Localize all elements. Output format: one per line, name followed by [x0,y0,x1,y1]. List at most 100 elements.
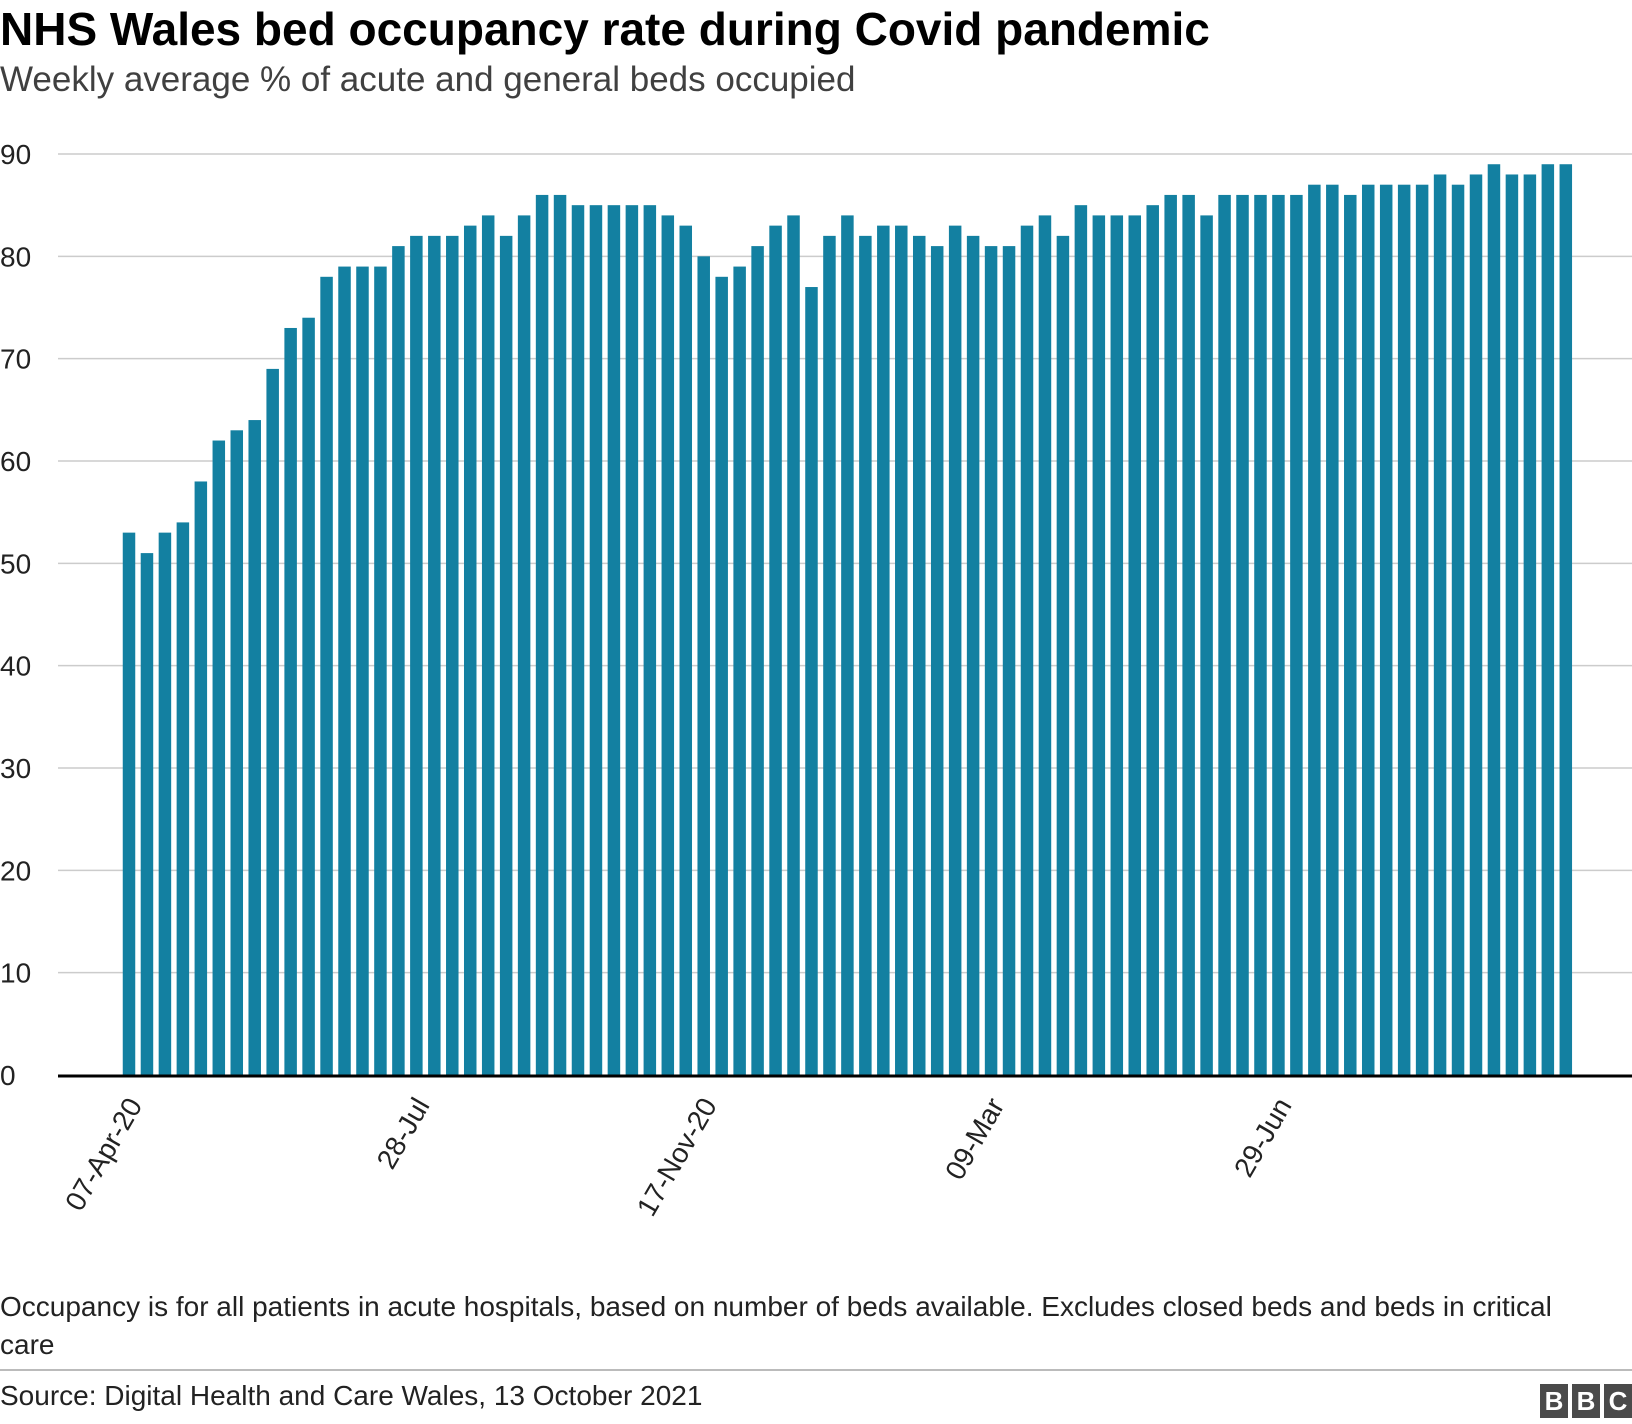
bar [607,205,621,1076]
bar [1541,164,1555,1076]
bar [463,225,477,1075]
bar [948,225,962,1075]
bar [733,266,746,1075]
bar [984,246,998,1076]
bar [751,246,764,1076]
bar [212,440,226,1075]
bar [374,266,387,1075]
bars [122,164,1573,1076]
bar [1146,205,1159,1076]
bar [1451,184,1465,1075]
bar [140,553,154,1075]
y-tick-label: 40 [0,651,31,682]
y-tick-label: 60 [0,446,31,477]
bar [1128,215,1142,1075]
bar [859,235,872,1075]
bar [912,235,926,1075]
y-tick-label: 0 [0,1060,16,1091]
bar [248,420,261,1075]
bar [302,317,315,1076]
bbc-logo-letter: B [1572,1384,1600,1418]
footer-divider [0,1369,1632,1371]
bar [1344,194,1357,1075]
bar [930,246,944,1076]
bar [1200,215,1213,1075]
bar [841,215,854,1075]
bar [535,194,549,1075]
x-axis-tick-labels: 07-Apr-20 28-Jul 17-Nov-20 09-Mar 29-Jun [59,1093,1298,1222]
bar [1397,184,1411,1075]
bar [1038,215,1052,1075]
bar [1002,246,1016,1076]
bar [1056,235,1070,1075]
bar [1218,194,1231,1075]
bar [643,205,657,1076]
bar [877,225,890,1075]
bar [1487,164,1501,1076]
bar [517,215,531,1075]
bar [553,194,567,1075]
bar [589,205,603,1076]
bar [715,276,728,1075]
bar [1326,184,1339,1075]
bar [284,327,297,1076]
bar [230,430,244,1075]
bar [446,235,459,1075]
bar [158,532,172,1075]
bar [1290,194,1303,1075]
chart-note: Occupancy is for all patients in acute h… [0,1291,1552,1360]
bar [895,225,908,1075]
bbc-logo: B B C [1540,1384,1632,1418]
bar [194,481,208,1076]
bar [823,235,836,1075]
bar [1182,194,1195,1075]
bar [1415,184,1429,1075]
bar [481,215,495,1075]
x-tick-label: 28-Jul [371,1093,436,1175]
y-tick-label: 80 [0,241,31,272]
bar [1236,194,1249,1075]
bar [697,256,710,1076]
bar [1164,194,1177,1075]
bar [428,235,441,1075]
bbc-logo-letter: B [1540,1384,1568,1418]
chart-title: NHS Wales bed occupancy rate during Covi… [0,3,1210,55]
bar [661,215,675,1075]
y-tick-label: 70 [0,344,31,375]
bar [625,205,639,1076]
bar [787,215,800,1075]
bbc-logo-letter: C [1604,1384,1632,1418]
bar [1433,174,1447,1076]
y-tick-label: 90 [0,139,31,170]
source-text: Source: Digital Health and Care Wales, 1… [0,1380,703,1411]
bar [805,287,818,1075]
bar [410,235,423,1075]
bar [571,205,585,1076]
bar [266,368,279,1075]
bar [356,266,369,1075]
bar [1092,215,1106,1075]
bar [966,235,980,1075]
y-tick-label: 20 [0,855,31,886]
chart-subtitle: Weekly average % of acute and general be… [0,60,856,99]
bar [1020,225,1034,1075]
bar [1505,174,1519,1076]
bar [1254,194,1267,1075]
bar [1559,164,1573,1076]
bar [1074,205,1088,1076]
x-tick-label: 07-Apr-20 [59,1093,148,1216]
bar [679,225,693,1075]
y-tick-label: 50 [0,548,31,579]
bar [320,276,333,1075]
bar [176,522,190,1075]
bar-chart: 0 10 20 30 40 50 60 70 80 90 07-Apr-20 28-Jul 17-No… [0,139,1632,1222]
bar [499,235,513,1075]
bar [769,225,782,1075]
bar [338,266,351,1075]
x-tick-label: 17-Nov-20 [631,1093,723,1222]
bar [392,246,405,1076]
bar [122,532,136,1075]
y-tick-label: 30 [0,753,31,784]
bar [1523,174,1537,1076]
bar [1469,174,1483,1076]
